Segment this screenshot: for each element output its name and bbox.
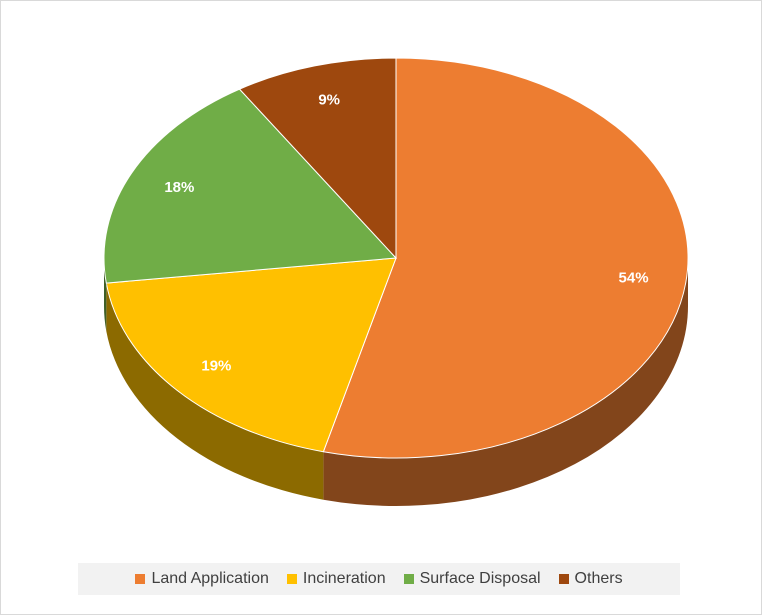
slice-side: [104, 258, 107, 332]
slice-side: [323, 258, 688, 506]
legend-swatch: [135, 574, 146, 584]
chart: 54% 19% 18% 9%: [103, 57, 689, 506]
slice-top: [103, 88, 398, 284]
legend-item: Incineration: [286, 570, 386, 588]
slice-top: [238, 57, 397, 260]
legend-label: Others: [574, 570, 623, 587]
legend-label: Incineration: [302, 570, 386, 587]
legend-item: Others: [558, 570, 623, 588]
legend-label: Surface Disposal: [419, 570, 541, 587]
slice: [322, 57, 689, 506]
slice: [238, 57, 397, 260]
legend-label: Land Application: [151, 570, 269, 587]
data-label: 9%: [318, 91, 340, 108]
data-label: 19%: [201, 357, 231, 374]
legend: Land Application Incineration Surface Disp…: [78, 563, 680, 595]
data-label: 54%: [619, 270, 649, 287]
slice: [105, 257, 397, 500]
slice: [103, 88, 398, 332]
legend-swatch: [286, 574, 297, 584]
legend-item: Surface Disposal: [403, 570, 541, 588]
data-label: 18%: [164, 179, 194, 196]
legend-swatch: [403, 574, 414, 584]
slice-side: [106, 283, 324, 500]
slice-top: [105, 257, 397, 453]
legend-item: Land Application: [135, 570, 269, 588]
legend-swatch: [558, 574, 569, 584]
slice-top: [322, 57, 689, 459]
